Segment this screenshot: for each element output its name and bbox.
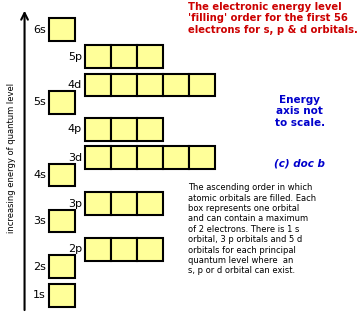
- Bar: [49, 284, 75, 307]
- Text: 4p: 4p: [68, 124, 82, 134]
- Bar: [137, 192, 163, 215]
- Text: Energy
axis not
to scale.: Energy axis not to scale.: [275, 95, 325, 128]
- Bar: [111, 238, 137, 261]
- Text: 4d: 4d: [68, 80, 82, 90]
- Bar: [85, 118, 111, 141]
- Bar: [137, 118, 163, 141]
- Bar: [137, 45, 163, 68]
- Text: 6s: 6s: [33, 25, 46, 35]
- Bar: [111, 192, 137, 215]
- Text: 5s: 5s: [33, 97, 46, 107]
- Bar: [85, 74, 111, 96]
- Bar: [85, 146, 111, 169]
- Bar: [49, 210, 75, 232]
- Text: (c) doc b: (c) doc b: [274, 158, 325, 168]
- Text: 5p: 5p: [68, 52, 82, 62]
- Bar: [49, 91, 75, 114]
- Bar: [85, 238, 111, 261]
- Text: The ascending order in which
atomic orbitals are filled. Each
box represents one: The ascending order in which atomic orbi…: [188, 183, 316, 276]
- Bar: [137, 74, 163, 96]
- Bar: [137, 146, 163, 169]
- Text: 2s: 2s: [33, 262, 46, 272]
- Text: 3d: 3d: [68, 153, 82, 163]
- Bar: [85, 45, 111, 68]
- Bar: [189, 146, 215, 169]
- Bar: [49, 255, 75, 278]
- Text: 2p: 2p: [68, 244, 82, 254]
- Bar: [137, 238, 163, 261]
- Bar: [111, 74, 137, 96]
- Text: 3s: 3s: [33, 216, 46, 226]
- Bar: [49, 18, 75, 41]
- Bar: [111, 146, 137, 169]
- Bar: [111, 118, 137, 141]
- Text: 1s: 1s: [33, 290, 46, 300]
- Text: 4s: 4s: [33, 170, 46, 180]
- Bar: [49, 164, 75, 186]
- Text: The electronic energy level
'filling' order for the first 56
electrons for s, p : The electronic energy level 'filling' or…: [188, 2, 358, 35]
- Bar: [111, 45, 137, 68]
- Text: increasing energy of quantum level: increasing energy of quantum level: [8, 83, 16, 233]
- Bar: [163, 146, 189, 169]
- Text: 3p: 3p: [68, 198, 82, 209]
- Bar: [189, 74, 215, 96]
- Bar: [85, 192, 111, 215]
- Bar: [163, 74, 189, 96]
